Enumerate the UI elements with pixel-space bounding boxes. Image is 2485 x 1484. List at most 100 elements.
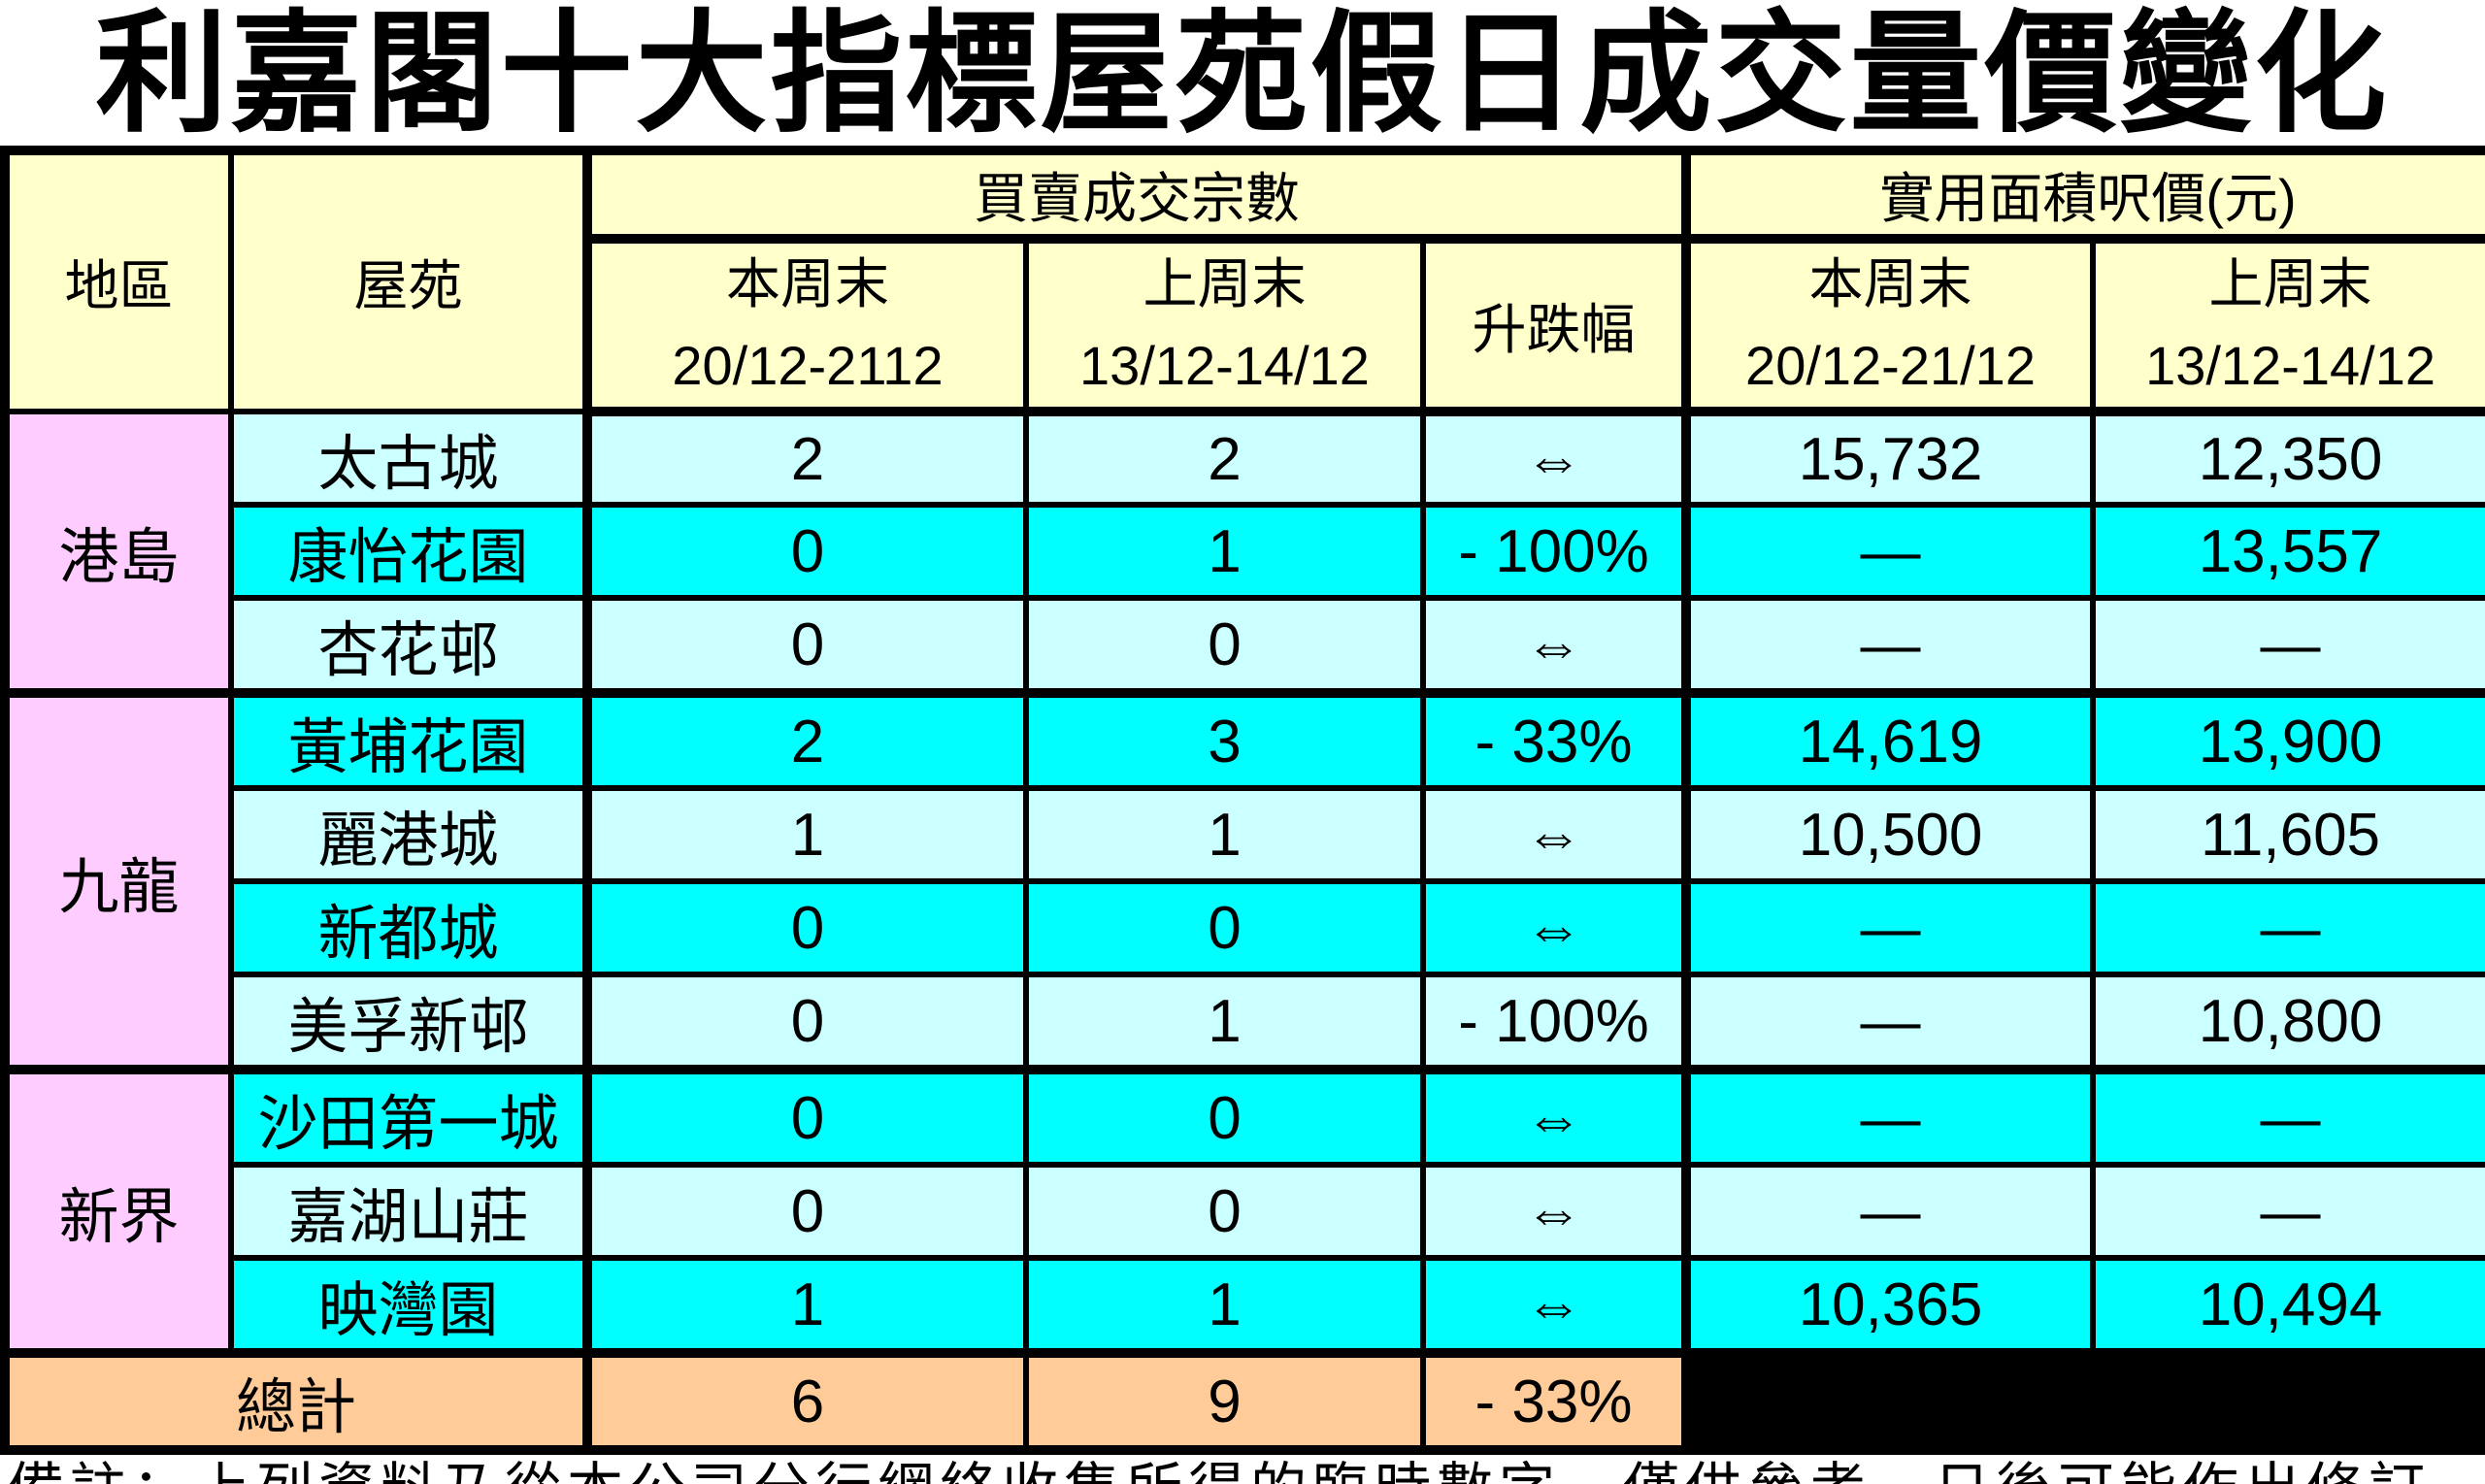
table-row: 麗港城 1 1 ⇔ 10,500 11,605	[5, 785, 2485, 884]
price-this-cell: 10,365	[1683, 1255, 2097, 1358]
tx-this-cell: 0	[584, 878, 1029, 977]
estate-cell: 嘉湖山莊	[228, 1162, 592, 1261]
header-estate: 屋苑	[228, 148, 592, 414]
tx-this-cell: 0	[584, 1067, 1029, 1168]
header-price-group: 實用面積呎價(元)	[1683, 148, 2485, 244]
estate-cell: 美孚新邨	[228, 972, 592, 1074]
estate-cell: 太古城	[228, 409, 592, 508]
tx-last-cell: 3	[1023, 690, 1426, 791]
estate-cell: 杏花邨	[228, 595, 592, 698]
header-district: 地區	[2, 148, 234, 414]
price-last-cell: —	[2090, 595, 2485, 698]
total-tx-last-cell: 9	[1023, 1350, 1426, 1453]
price-this-cell: —	[1683, 502, 2097, 601]
header-price-this-weekend: 本周末 20/12-21/12	[1683, 236, 2097, 416]
change-cell: - 100%	[1419, 972, 1692, 1074]
header-change: 升跌幅	[1419, 236, 1692, 416]
change-cell: - 100%	[1419, 502, 1692, 601]
table-body: 港島 太古城 2 2 ⇔ 15,732 12,350 康怡花園 0 1 - 10…	[2, 409, 2485, 1453]
tx-this-cell: 0	[584, 595, 1029, 698]
change-cell: ⇔	[1419, 595, 1692, 698]
total-row: 總計 6 9 - 33%	[2, 1350, 2485, 1453]
total-change-cell: - 33%	[1419, 1350, 1692, 1453]
tx-last-cell: 0	[1023, 595, 1426, 698]
footer-note-line: 備註：上列資料乃從本公司分行網絡收集所得的臨時數字，僅供參考，日後可能作出修訂。	[8, 1461, 2485, 1484]
price-last-cell: —	[2090, 1162, 2485, 1261]
price-last-cell: 10,494	[2090, 1255, 2485, 1358]
tx-this-cell: 2	[584, 690, 1029, 791]
change-cell: ⇔	[1419, 1067, 1692, 1168]
tx-this-cell: 0	[584, 502, 1029, 601]
estate-cell: 映灣園	[228, 1255, 592, 1358]
header-row-periods: 本周末 20/12-2112 上周末 13/12-14/12 升跌幅 本周末 2…	[5, 236, 2485, 416]
price-last-cell: 11,605	[2090, 785, 2485, 884]
price-last-cell: —	[2090, 878, 2485, 977]
total-tx-this-cell: 6	[584, 1350, 1029, 1453]
header-tx-last-weekend-label: 上周末	[1143, 253, 1307, 314]
change-cell: ⇔	[1419, 409, 1692, 508]
header-tx-this-weekend-label: 本周末	[726, 253, 889, 314]
price-this-cell: —	[1683, 972, 2097, 1074]
price-last-cell: 13,900	[2090, 690, 2485, 791]
change-cell: ⇔	[1419, 878, 1692, 977]
header-price-last-weekend-dates: 13/12-14/12	[2145, 335, 2435, 396]
table-row: 新都城 0 0 ⇔ — —	[5, 878, 2485, 977]
district-cell: 九龍	[2, 690, 234, 1074]
estate-cell: 黃埔花園	[228, 690, 592, 791]
table-header: 地區 屋苑 買賣成交宗數 實用面積呎價(元) 本周末 20/12-2112 上周…	[2, 148, 2485, 416]
district-cell: 港島	[2, 409, 234, 698]
tx-last-cell: 0	[1023, 878, 1426, 977]
estates-table: 地區 屋苑 買賣成交宗數 實用面積呎價(元) 本周末 20/12-2112 上周…	[0, 146, 2485, 1455]
tx-this-cell: 1	[584, 1255, 1029, 1358]
tx-last-cell: 1	[1023, 785, 1426, 884]
header-tx-last-weekend-dates: 13/12-14/12	[1079, 335, 1370, 396]
table-row: 康怡花園 0 1 - 100% — 13,557	[5, 502, 2485, 601]
price-last-cell: 13,557	[2090, 502, 2485, 601]
price-this-cell: 14,619	[1683, 690, 2097, 791]
price-this-cell: —	[1683, 595, 2097, 698]
header-price-this-weekend-dates: 20/12-21/12	[1745, 335, 2036, 396]
total-label-cell: 總計	[2, 1350, 592, 1453]
tx-last-cell: 1	[1023, 1255, 1426, 1358]
footer-notes: 備註：上列資料乃從本公司分行網絡收集所得的臨時數字，僅供參考，日後可能作出修訂。…	[0, 1455, 2485, 1484]
tx-last-cell: 0	[1023, 1067, 1426, 1168]
header-price-last-weekend-label: 上周末	[2208, 253, 2372, 314]
header-tx-last-weekend: 上周末 13/12-14/12	[1023, 236, 1426, 416]
header-price-this-weekend-label: 本周末	[1808, 253, 1972, 314]
header-transactions-group: 買賣成交宗數	[583, 148, 1692, 244]
tx-last-cell: 0	[1023, 1162, 1426, 1261]
tx-this-cell: 0	[584, 972, 1029, 1074]
tx-this-cell: 1	[584, 785, 1029, 884]
table-row: 嘉湖山莊 0 0 ⇔ — —	[5, 1162, 2485, 1261]
header-price-last-weekend: 上周末 13/12-14/12	[2090, 236, 2485, 416]
header-tx-this-weekend-dates: 20/12-2112	[672, 335, 944, 396]
table-row: 新界 沙田第一城 0 0 ⇔ — —	[2, 1067, 2485, 1358]
price-last-cell: —	[2090, 1067, 2485, 1168]
table-row: 九龍 黃埔花園 2 3 - 33% 14,619 13,900	[2, 690, 2485, 1074]
tx-last-cell: 1	[1023, 972, 1426, 1074]
header-row-groups: 地區 屋苑 買賣成交宗數 實用面積呎價(元)	[2, 148, 2485, 414]
change-cell: ⇔	[1419, 785, 1692, 884]
page-title: 利嘉閣十大指標屋苑假日成交量價變化	[95, 0, 2390, 148]
estate-cell: 沙田第一城	[228, 1067, 592, 1168]
price-this-cell: —	[1683, 878, 2097, 977]
table-row: 映灣園 1 1 ⇔ 10,365 10,494	[5, 1255, 2485, 1358]
price-last-cell: 10,800	[2090, 972, 2485, 1074]
change-cell: ⇔	[1419, 1162, 1692, 1261]
price-this-cell: 10,500	[1683, 785, 2097, 884]
header-tx-this-weekend: 本周末 20/12-2112	[584, 236, 1029, 416]
tx-this-cell: 0	[584, 1162, 1029, 1261]
tx-this-cell: 2	[584, 409, 1029, 508]
tx-last-cell: 2	[1023, 409, 1426, 508]
price-this-cell: 15,732	[1683, 409, 2097, 508]
estate-cell: 新都城	[228, 878, 592, 977]
change-cell: - 33%	[1419, 690, 1692, 791]
table-row: 杏花邨 0 0 ⇔ — —	[5, 595, 2485, 698]
estate-cell: 康怡花園	[228, 502, 592, 601]
tx-last-cell: 1	[1023, 502, 1426, 601]
table-row: 美孚新邨 0 1 - 100% — 10,800	[5, 972, 2485, 1074]
price-last-cell: 12,350	[2090, 409, 2485, 508]
district-cell: 新界	[2, 1067, 234, 1358]
price-this-cell: —	[1683, 1162, 2097, 1261]
